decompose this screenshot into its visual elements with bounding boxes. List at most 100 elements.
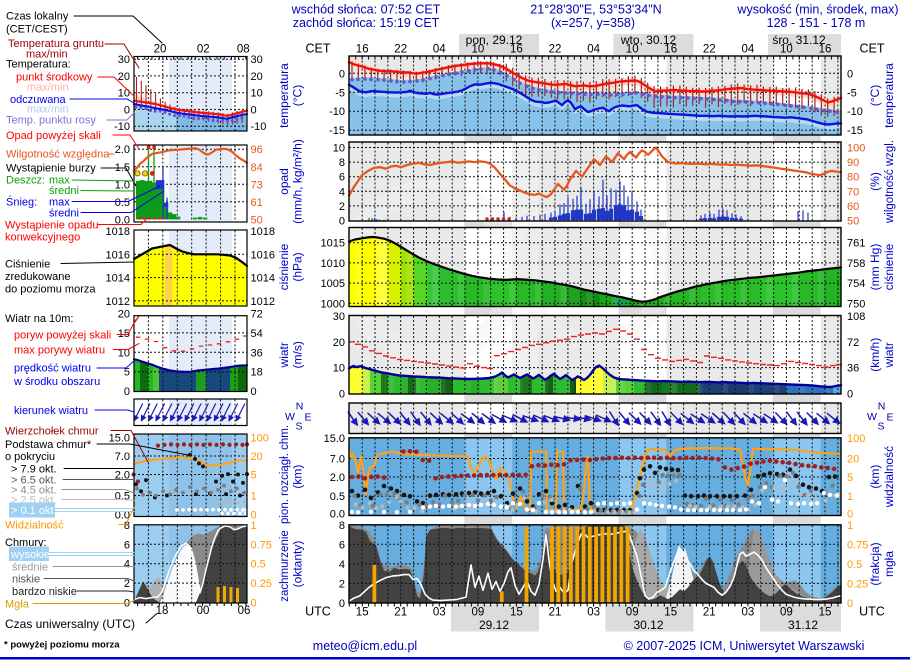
- svg-text:E: E: [886, 412, 893, 424]
- svg-text:0: 0: [251, 598, 257, 610]
- svg-text:ciśnienie: ciśnienie: [882, 243, 896, 290]
- svg-text:Śnieg:: Śnieg:: [6, 196, 37, 209]
- svg-text:03: 03: [742, 607, 755, 619]
- svg-text:wilgotność wzgl.: wilgotność wzgl.: [884, 140, 896, 224]
- svg-text:96: 96: [251, 144, 263, 156]
- svg-text:Opad powyżej skali: Opad powyżej skali: [6, 130, 101, 142]
- svg-text:20: 20: [333, 337, 345, 349]
- svg-text:Wystąpienie opadu: Wystąpienie opadu: [5, 220, 98, 232]
- svg-text:do poziomu morza: do poziomu morza: [5, 284, 96, 296]
- svg-text:CET: CET: [306, 42, 331, 56]
- svg-text:zachmurzenie: zachmurzenie: [279, 530, 291, 602]
- svg-text:-10: -10: [847, 106, 863, 118]
- svg-text:widzialność: widzialność: [882, 446, 896, 508]
- svg-text:54: 54: [251, 328, 263, 340]
- svg-text:1: 1: [251, 491, 257, 503]
- svg-text:8: 8: [339, 157, 345, 169]
- svg-text:wysokie: wysokie: [10, 549, 50, 561]
- svg-text:wto, 30.12: wto, 30.12: [620, 33, 677, 47]
- svg-text:Wiatr na 10m:: Wiatr na 10m:: [5, 313, 73, 325]
- svg-text:średni: średni: [49, 185, 79, 197]
- svg-text:6: 6: [124, 539, 130, 551]
- svg-text:max porywy wiatru: max porywy wiatru: [14, 345, 105, 357]
- svg-text:pon, 29.12: pon, 29.12: [466, 33, 523, 47]
- svg-text:ciśnienie: ciśnienie: [277, 243, 291, 290]
- svg-text:1012: 1012: [251, 296, 275, 308]
- svg-text:w środku obszaru: w środku obszaru: [13, 376, 100, 388]
- svg-text:konwekcyjnego: konwekcyjnego: [5, 232, 80, 244]
- svg-text:2.0: 2.0: [115, 470, 130, 482]
- svg-text:-5: -5: [847, 87, 857, 99]
- svg-text:temperatura: temperatura: [882, 63, 896, 128]
- svg-text:4: 4: [124, 559, 130, 571]
- svg-text:(mm/h, kg/m²/h): (mm/h, kg/m²/h): [291, 139, 305, 224]
- svg-text:10: 10: [251, 88, 263, 100]
- svg-text:29.12: 29.12: [479, 618, 509, 632]
- svg-text:Wystąpienie burzy: Wystąpienie burzy: [6, 163, 96, 175]
- svg-text:758: 758: [847, 258, 865, 270]
- svg-text:(km/h): (km/h): [868, 338, 882, 372]
- svg-text:0: 0: [847, 68, 853, 80]
- svg-text:10: 10: [333, 363, 345, 375]
- svg-text:750: 750: [847, 298, 865, 310]
- svg-text:2.0: 2.0: [330, 472, 345, 484]
- svg-text:(°C): (°C): [868, 85, 882, 106]
- svg-text:1: 1: [847, 491, 853, 503]
- svg-text:temperatura: temperatura: [277, 63, 291, 128]
- svg-text:-5: -5: [335, 87, 345, 99]
- svg-text:16: 16: [664, 44, 677, 56]
- svg-text:pion. rozciągł. chm.: pion. rozciągł. chm.: [279, 425, 291, 524]
- svg-text:6: 6: [339, 539, 345, 551]
- svg-text:73: 73: [251, 179, 263, 191]
- svg-text:Widzialność: Widzialność: [5, 520, 64, 532]
- svg-text:wschód słońca: 07:52 CET: wschód słońca: 07:52 CET: [291, 3, 441, 17]
- svg-text:61: 61: [251, 197, 263, 209]
- svg-text:18: 18: [156, 605, 169, 617]
- svg-text:(hPa): (hPa): [291, 252, 305, 281]
- svg-text:84: 84: [251, 162, 263, 174]
- svg-text:15: 15: [819, 607, 832, 619]
- svg-text:0: 0: [847, 389, 853, 401]
- svg-text:2: 2: [339, 578, 345, 590]
- svg-text:100: 100: [251, 433, 269, 445]
- svg-text:1015: 1015: [321, 238, 345, 250]
- svg-text:1: 1: [847, 520, 853, 532]
- svg-text:0.5: 0.5: [847, 559, 862, 571]
- svg-text:30: 30: [251, 54, 263, 66]
- svg-text:02: 02: [197, 44, 210, 56]
- svg-text:5: 5: [847, 472, 853, 484]
- svg-text:6: 6: [339, 172, 345, 184]
- svg-text:21: 21: [703, 607, 716, 619]
- svg-text:> 0.1 okt.: > 0.1 okt.: [11, 505, 57, 517]
- svg-text:-15: -15: [847, 125, 863, 137]
- svg-text:72: 72: [251, 309, 263, 321]
- svg-text:15: 15: [664, 607, 677, 619]
- svg-text:7.0: 7.0: [115, 451, 130, 463]
- svg-text:20: 20: [154, 44, 167, 56]
- svg-text:prędkość wiatru: prędkość wiatru: [14, 363, 91, 375]
- svg-text:8: 8: [124, 520, 130, 532]
- svg-text:0.25: 0.25: [251, 578, 272, 590]
- svg-text:60: 60: [847, 201, 859, 213]
- svg-text:16: 16: [819, 44, 832, 56]
- svg-text:-10: -10: [114, 121, 130, 133]
- svg-text:1016: 1016: [106, 249, 130, 261]
- svg-text:0.5: 0.5: [330, 491, 345, 503]
- svg-text:> 7.9 okt.: > 7.9 okt.: [11, 464, 57, 476]
- svg-text:max/min: max/min: [27, 104, 69, 116]
- svg-text:4: 4: [339, 559, 345, 571]
- svg-text:1014: 1014: [251, 273, 275, 285]
- svg-text:1005: 1005: [321, 278, 345, 290]
- svg-text:odczuwana: odczuwana: [10, 94, 67, 106]
- svg-text:* powyżej poziomu morza: * powyżej poziomu morza: [4, 640, 120, 651]
- svg-text:09: 09: [780, 607, 793, 619]
- svg-text:20: 20: [847, 454, 859, 466]
- svg-text:Temperatura gruntu: Temperatura gruntu: [8, 38, 104, 50]
- svg-text:0: 0: [339, 216, 345, 228]
- svg-text:średnie: średnie: [12, 562, 48, 574]
- svg-text:> 4.5 okt.: > 4.5 okt.: [11, 485, 57, 497]
- svg-text:0: 0: [124, 104, 130, 116]
- svg-text:4: 4: [339, 186, 345, 198]
- svg-text:15: 15: [510, 607, 523, 619]
- svg-text:mgła: mgła: [882, 551, 896, 577]
